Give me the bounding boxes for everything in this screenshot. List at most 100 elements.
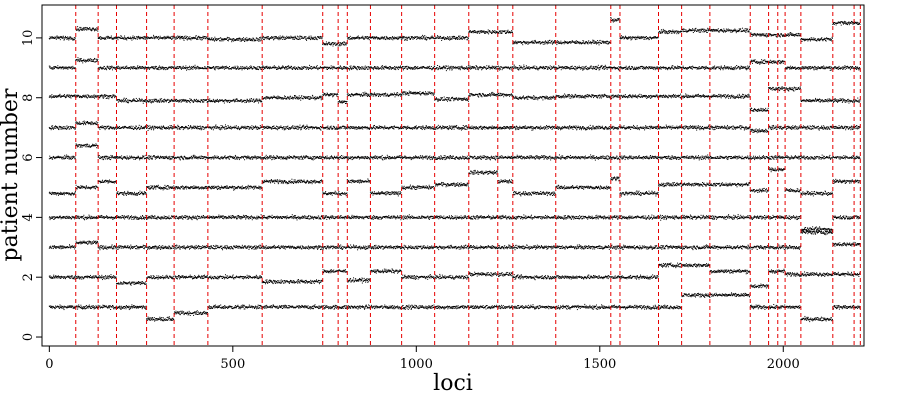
data-point — [125, 306, 127, 308]
data-point — [175, 246, 177, 248]
data-point — [219, 307, 221, 309]
data-point — [375, 272, 377, 274]
data-point — [360, 279, 362, 281]
data-point — [209, 308, 211, 310]
data-point — [258, 307, 260, 309]
data-point — [805, 318, 807, 320]
data-point — [415, 305, 417, 307]
data-point — [576, 278, 578, 280]
data-point — [393, 271, 395, 273]
data-point — [386, 306, 388, 308]
data-point — [175, 312, 177, 314]
data-point — [716, 270, 718, 272]
data-point — [462, 305, 464, 307]
data-point — [200, 277, 202, 279]
data-point — [118, 306, 120, 308]
data-point — [428, 305, 430, 307]
data-point — [415, 307, 417, 309]
data-point — [422, 305, 424, 307]
data-point — [762, 307, 764, 309]
data-point — [774, 272, 776, 274]
data-point — [52, 276, 54, 278]
data-point — [225, 276, 227, 278]
data-point — [210, 275, 212, 277]
data-point — [159, 318, 161, 320]
data-point — [447, 308, 449, 310]
data-point — [117, 248, 119, 250]
data-point — [653, 306, 655, 308]
data-point — [572, 277, 574, 279]
data-point — [360, 279, 362, 281]
data-point — [151, 319, 153, 321]
data-point — [88, 276, 90, 278]
data-point — [591, 308, 593, 310]
data-point — [300, 281, 302, 283]
data-point — [285, 307, 287, 309]
data-point — [254, 277, 256, 279]
data-point — [157, 277, 159, 279]
data-point — [192, 276, 194, 278]
data-point — [476, 305, 478, 307]
data-point — [253, 248, 255, 250]
data-point — [106, 275, 108, 277]
data-point — [136, 245, 138, 247]
data-point — [178, 312, 180, 314]
data-point — [835, 307, 837, 309]
data-point — [544, 306, 546, 308]
data-point — [325, 306, 327, 308]
data-point — [244, 306, 246, 308]
data-point — [393, 270, 395, 272]
data-point — [644, 277, 646, 279]
data-point — [488, 307, 490, 309]
data-point — [69, 305, 71, 307]
data-point — [184, 248, 186, 250]
data-point — [548, 308, 550, 310]
data-point — [196, 277, 198, 279]
data-point — [732, 294, 734, 296]
data-point — [325, 306, 327, 308]
data-point — [489, 308, 491, 310]
data-point — [721, 269, 723, 271]
data-point — [692, 295, 694, 297]
data-point — [127, 306, 128, 308]
data-point — [182, 247, 184, 249]
data-point — [470, 306, 472, 308]
data-point — [744, 294, 746, 296]
data-point — [263, 281, 265, 283]
data-point — [100, 277, 102, 279]
data-point — [580, 277, 582, 279]
data-point — [442, 307, 444, 309]
data-point — [493, 274, 495, 276]
data-point — [744, 295, 746, 297]
data-point — [737, 294, 739, 296]
data-point — [796, 273, 798, 275]
data-point — [132, 281, 134, 283]
data-point — [613, 306, 615, 308]
data-point — [220, 307, 222, 309]
data-point — [112, 276, 114, 278]
data-point — [360, 280, 362, 282]
data-point — [463, 276, 465, 278]
data-point — [729, 294, 731, 296]
data-point — [72, 305, 74, 307]
data-point — [332, 305, 334, 307]
data-point — [745, 273, 747, 275]
data-point — [793, 273, 795, 275]
data-point — [123, 308, 125, 310]
data-point — [167, 275, 168, 277]
data-point — [806, 273, 808, 275]
data-point — [425, 278, 427, 280]
data-point — [324, 307, 326, 309]
data-point — [819, 319, 821, 321]
data-point — [856, 306, 858, 308]
data-point — [586, 307, 588, 309]
data-point — [214, 306, 216, 308]
data-point — [578, 306, 579, 308]
data-point — [463, 307, 465, 309]
data-point — [102, 277, 104, 279]
data-point — [50, 276, 52, 278]
data-point — [515, 278, 517, 280]
data-point — [466, 278, 468, 280]
data-point — [74, 248, 76, 250]
data-point — [308, 308, 310, 310]
